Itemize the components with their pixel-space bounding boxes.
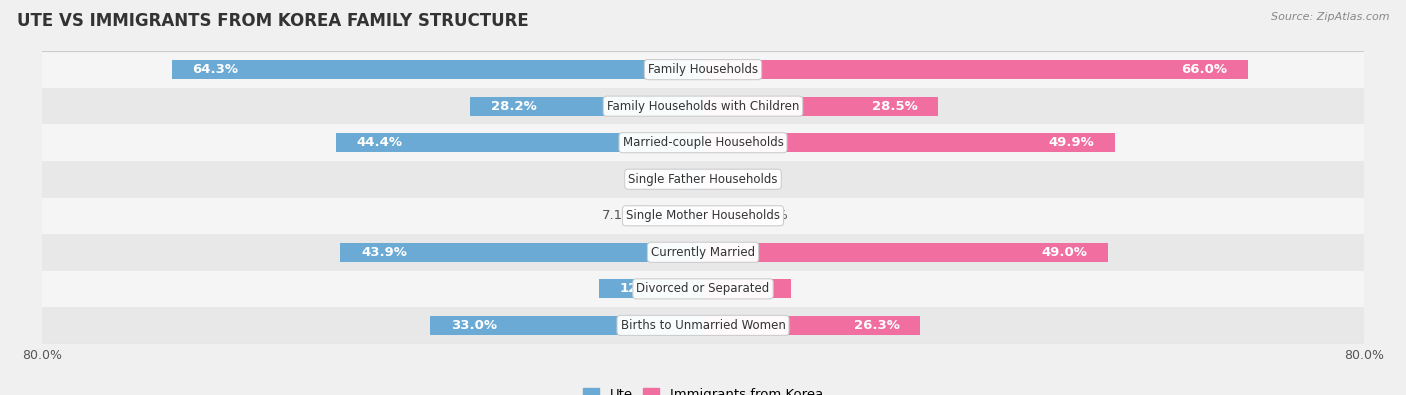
Text: 10.6%: 10.6% [724,282,770,295]
Bar [42,161,1364,198]
Bar [644,206,703,225]
Bar [703,97,938,116]
Bar [703,279,790,298]
Bar [703,206,747,225]
Bar [42,307,1364,344]
Text: 26.3%: 26.3% [853,319,900,332]
Bar [42,234,1364,271]
Bar [340,243,703,262]
Text: 28.2%: 28.2% [491,100,537,113]
Text: 3.0%: 3.0% [637,173,669,186]
Text: 12.6%: 12.6% [620,282,665,295]
Bar [42,51,1364,88]
Bar [42,124,1364,161]
Text: Single Father Households: Single Father Households [628,173,778,186]
Bar [703,243,1108,262]
Text: Source: ZipAtlas.com: Source: ZipAtlas.com [1271,12,1389,22]
Text: Births to Unmarried Women: Births to Unmarried Women [620,319,786,332]
Text: Currently Married: Currently Married [651,246,755,259]
Text: 7.1%: 7.1% [602,209,636,222]
Bar [42,198,1364,234]
Bar [703,316,921,335]
Text: 64.3%: 64.3% [193,63,239,76]
Bar [703,60,1249,79]
Text: Married-couple Households: Married-couple Households [623,136,783,149]
Bar [703,170,720,189]
Bar [172,60,703,79]
Bar [430,316,703,335]
Bar [599,279,703,298]
Bar [470,97,703,116]
Legend: Ute, Immigrants from Korea: Ute, Immigrants from Korea [583,388,823,395]
Text: Family Households: Family Households [648,63,758,76]
Text: Family Households with Children: Family Households with Children [607,100,799,113]
Text: 33.0%: 33.0% [451,319,498,332]
Bar [42,271,1364,307]
Bar [703,133,1115,152]
Text: 43.9%: 43.9% [361,246,406,259]
Text: 44.4%: 44.4% [357,136,404,149]
Text: 66.0%: 66.0% [1181,63,1227,76]
Text: 5.3%: 5.3% [755,209,789,222]
Text: Divorced or Separated: Divorced or Separated [637,282,769,295]
Text: UTE VS IMMIGRANTS FROM KOREA FAMILY STRUCTURE: UTE VS IMMIGRANTS FROM KOREA FAMILY STRU… [17,12,529,30]
Bar [336,133,703,152]
Text: Single Mother Households: Single Mother Households [626,209,780,222]
Bar [42,88,1364,124]
Text: 2.0%: 2.0% [728,173,762,186]
Text: 49.9%: 49.9% [1049,136,1094,149]
Text: 49.0%: 49.0% [1042,246,1087,259]
Text: 28.5%: 28.5% [872,100,918,113]
Bar [678,170,703,189]
